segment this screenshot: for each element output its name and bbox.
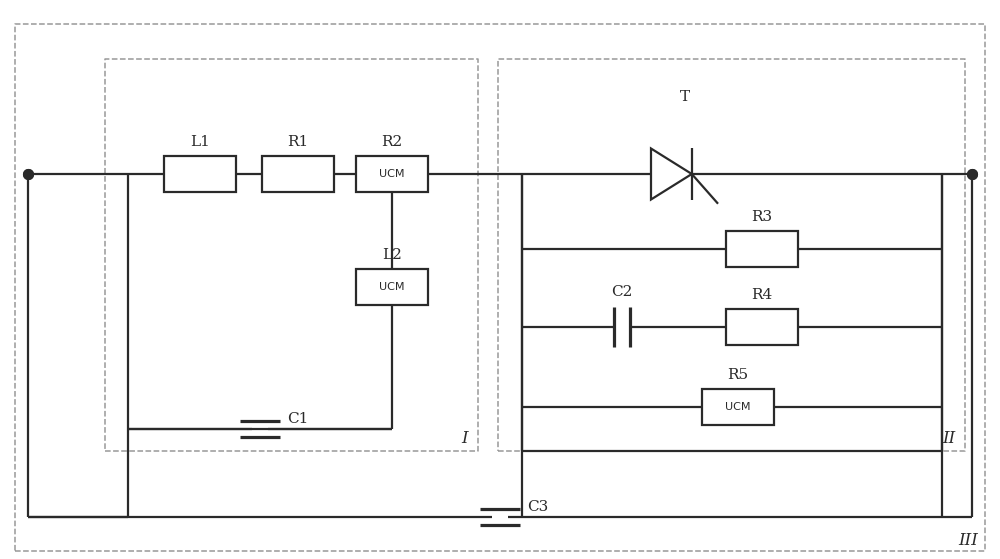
Text: R1: R1 — [287, 135, 309, 149]
Text: R4: R4 — [751, 288, 773, 302]
Bar — [164, 156, 236, 192]
Bar — [702, 389, 774, 425]
Text: T: T — [680, 90, 690, 104]
Text: L1: L1 — [190, 135, 210, 149]
Text: C3: C3 — [527, 500, 548, 514]
Text: C1: C1 — [287, 412, 308, 426]
Bar — [262, 156, 334, 192]
Text: I: I — [461, 430, 468, 447]
Text: R5: R5 — [727, 368, 749, 382]
Bar — [356, 156, 428, 192]
Text: II: II — [942, 430, 955, 447]
Text: UCM: UCM — [379, 282, 405, 292]
Text: L2: L2 — [382, 248, 402, 262]
Text: UCM: UCM — [379, 169, 405, 179]
Bar — [726, 309, 798, 345]
Text: C2: C2 — [611, 285, 633, 299]
Bar — [356, 269, 428, 305]
Text: R3: R3 — [751, 210, 773, 224]
Text: III: III — [958, 532, 978, 549]
Bar — [726, 231, 798, 267]
Text: UCM: UCM — [725, 402, 751, 412]
Text: R2: R2 — [381, 135, 403, 149]
